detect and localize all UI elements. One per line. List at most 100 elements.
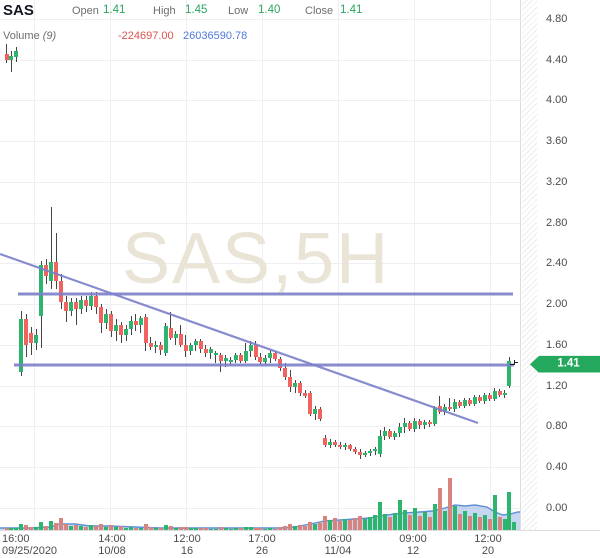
candle bbox=[407, 423, 412, 429]
candle bbox=[318, 409, 323, 420]
volume-bar bbox=[268, 528, 273, 530]
volume-bar bbox=[208, 529, 213, 530]
candle bbox=[39, 265, 44, 317]
price-tick-label: 0.00 bbox=[546, 502, 568, 514]
candle-wick bbox=[10, 51, 12, 72]
candle bbox=[188, 344, 193, 352]
candle bbox=[193, 340, 198, 345]
candle bbox=[288, 376, 293, 387]
volume-bar bbox=[507, 492, 512, 530]
candle bbox=[323, 437, 328, 445]
candle bbox=[133, 320, 138, 325]
chart-canvas[interactable]: SAS,5H bbox=[0, 0, 520, 530]
candle-wick bbox=[449, 397, 451, 412]
candle bbox=[213, 353, 218, 355]
volume-bar bbox=[14, 528, 19, 530]
candle bbox=[417, 421, 422, 426]
volume-bar bbox=[417, 516, 422, 530]
volume-bar bbox=[472, 513, 477, 530]
gridline bbox=[490, 0, 491, 530]
volume-bar bbox=[402, 510, 407, 530]
volume-bar bbox=[407, 515, 412, 530]
volume-bar bbox=[338, 521, 343, 530]
gridline bbox=[338, 0, 339, 530]
volume-bar bbox=[89, 525, 94, 530]
time-tick-label: 16:00 09/25/2020 bbox=[2, 533, 58, 557]
candle bbox=[492, 390, 497, 399]
candle bbox=[173, 333, 178, 338]
volume-bar bbox=[482, 515, 487, 530]
candle bbox=[99, 307, 104, 323]
volume-bar bbox=[318, 523, 323, 530]
gridline bbox=[0, 304, 520, 305]
candle-wick bbox=[195, 338, 197, 352]
volume-bar bbox=[39, 522, 44, 530]
volume-bar bbox=[288, 524, 293, 530]
volume-bar bbox=[54, 523, 59, 530]
candle bbox=[313, 409, 318, 415]
candle bbox=[353, 448, 358, 452]
volume-bar bbox=[392, 513, 397, 530]
volume-bar bbox=[333, 518, 338, 530]
candle bbox=[218, 355, 223, 362]
candle bbox=[382, 430, 387, 436]
volume-bar bbox=[203, 528, 208, 530]
volume-bar bbox=[422, 512, 427, 530]
volume-bar bbox=[24, 525, 29, 530]
gridline bbox=[0, 141, 520, 142]
candle bbox=[487, 394, 492, 399]
candle bbox=[178, 333, 183, 345]
volume-bar bbox=[193, 528, 198, 530]
price-axis-hatch bbox=[522, 0, 537, 530]
time-tick-label: 06:00 11/04 bbox=[324, 533, 352, 557]
candle bbox=[447, 407, 452, 410]
gridline bbox=[262, 0, 263, 530]
volume-bar bbox=[492, 495, 497, 530]
ohlc-label: High bbox=[153, 5, 176, 17]
time-tick-label: 14:00 10/08 bbox=[98, 533, 126, 557]
candle bbox=[258, 357, 263, 363]
candle bbox=[84, 300, 89, 307]
gridline bbox=[0, 508, 520, 509]
volume-bar bbox=[19, 524, 24, 530]
volume-indicator-label[interactable]: Volume (9) bbox=[3, 30, 57, 42]
trendline-drawing[interactable] bbox=[0, 252, 479, 425]
candle-wick bbox=[55, 232, 57, 289]
gridline bbox=[0, 223, 520, 224]
gridline bbox=[0, 60, 520, 61]
volume-bar bbox=[487, 519, 492, 530]
volume-bar bbox=[223, 528, 228, 530]
candle bbox=[363, 452, 368, 455]
gridline bbox=[0, 467, 520, 468]
candle bbox=[392, 432, 397, 437]
volume-bar bbox=[198, 528, 203, 530]
candle bbox=[183, 344, 188, 352]
volume-bar bbox=[228, 529, 233, 530]
candle bbox=[502, 392, 507, 395]
volume-bar bbox=[373, 515, 378, 530]
candle bbox=[373, 448, 378, 451]
volume-bar bbox=[248, 527, 253, 530]
time-axis[interactable]: 16:00 09/25/2020 14:00 10/08 12:00 16 17:00 26 0… bbox=[0, 530, 600, 558]
candle bbox=[198, 340, 203, 350]
volume-bar bbox=[293, 526, 298, 530]
candle bbox=[442, 407, 447, 413]
price-tick-label: 4.40 bbox=[546, 53, 568, 66]
volume-bar bbox=[148, 527, 153, 530]
gridline bbox=[0, 100, 520, 101]
symbol-title[interactable]: SAS bbox=[3, 2, 34, 19]
volume-bar bbox=[308, 522, 313, 530]
volume-param: (9) bbox=[42, 30, 57, 42]
candle bbox=[283, 368, 288, 377]
price-tick-label: 2.80 bbox=[546, 216, 568, 229]
candle bbox=[452, 402, 457, 410]
candle bbox=[238, 355, 243, 362]
price-axis[interactable]: 4.80 4.40 4.00 3.60 3.20 2.80 2.40 2.00 1.60 1.20… bbox=[520, 0, 600, 530]
candle bbox=[203, 349, 208, 354]
volume-bar bbox=[44, 526, 49, 530]
volume-bar bbox=[74, 525, 79, 530]
volume-bar bbox=[163, 525, 168, 530]
candle bbox=[293, 382, 298, 387]
volume-bar bbox=[233, 528, 238, 530]
gridline bbox=[0, 19, 520, 20]
